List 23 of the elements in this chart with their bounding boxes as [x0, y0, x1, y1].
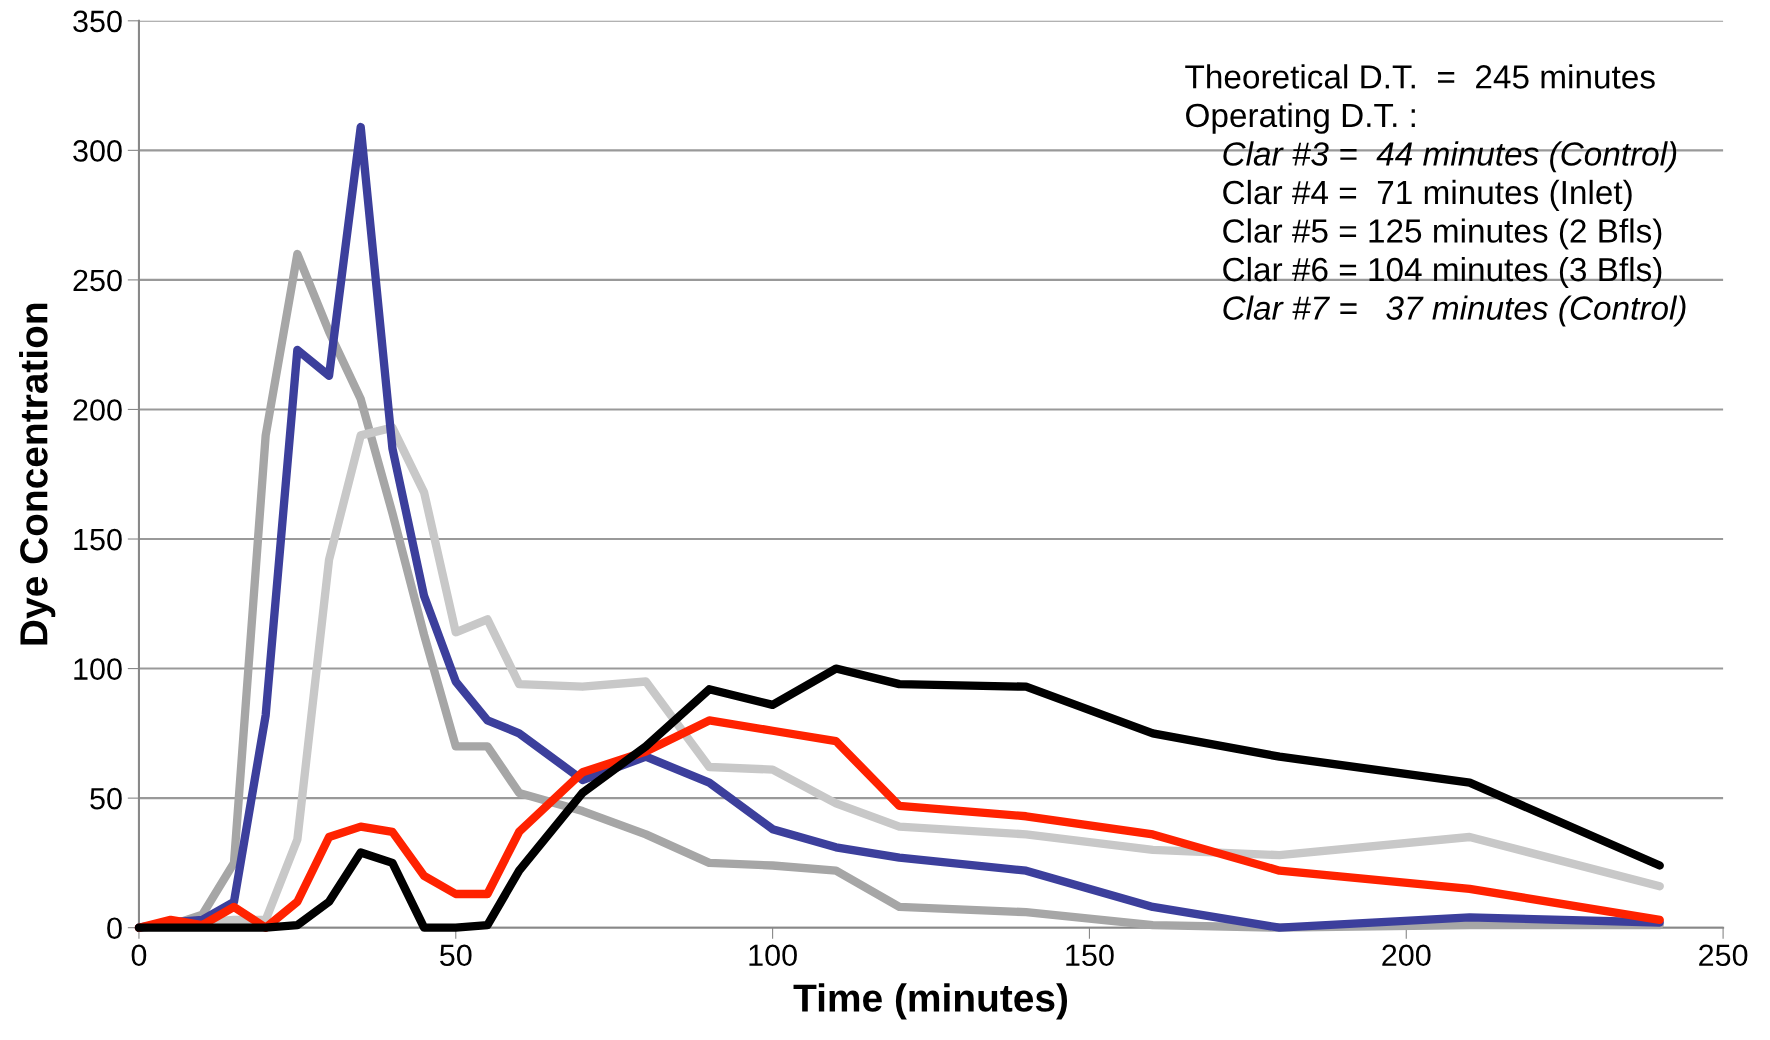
x-tick-label: 100	[749, 944, 797, 967]
y-axis-title: Dye Concentration	[19, 303, 56, 645]
x-tick-label: 50	[440, 944, 472, 967]
x-tick-label: 150	[1066, 944, 1114, 967]
annotation: Operating D.T. :	[1186, 102, 1415, 134]
annotation: Clar #5 = 125 minutes (2 Bfls)	[1223, 218, 1662, 250]
annotation: Clar #7 = 37 minutes (Control)	[1223, 295, 1686, 327]
y-tick-label: 150	[74, 528, 122, 551]
annotation: Clar #4 = 71 minutes (Inlet)	[1223, 179, 1632, 211]
annotation: Clar #6 = 104 minutes (3 Bfls)	[1223, 256, 1662, 288]
y-tick-label: 200	[73, 399, 122, 421]
y-tick-label: 350	[73, 10, 122, 33]
y-tick-label: 100	[74, 658, 122, 680]
annotation: Clar #3 = 44 minutes (Control)	[1223, 141, 1677, 173]
annotation: Theoretical D.T. = 245 minutes	[1185, 64, 1655, 89]
x-axis-title: Time (minutes)	[793, 983, 1068, 1020]
y-tick-label: 250	[73, 269, 122, 292]
y-tick-label: 0	[107, 917, 122, 940]
y-tick-label: 300	[73, 140, 122, 162]
y-tick-label: 50	[90, 787, 122, 810]
x-tick-label: 200	[1382, 944, 1431, 967]
x-tick-label: 0	[131, 944, 147, 967]
x-tick-label: 250	[1699, 944, 1748, 967]
